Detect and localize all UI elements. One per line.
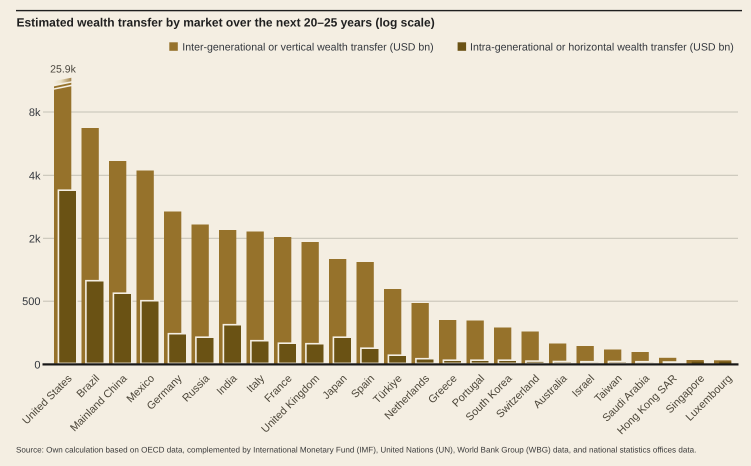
svg-text:25.9k: 25.9k xyxy=(50,63,76,75)
svg-text:Intra-generational or horizont: Intra-generational or horizontal wealth … xyxy=(470,41,734,53)
svg-text:4k: 4k xyxy=(29,170,41,182)
svg-text:500: 500 xyxy=(22,296,40,308)
svg-text:2k: 2k xyxy=(29,233,41,245)
svg-text:Estimated wealth transfer by m: Estimated wealth transfer by market over… xyxy=(17,16,435,30)
svg-text:Source: Own calculation based: Source: Own calculation based on OECD da… xyxy=(16,446,696,455)
svg-text:8k: 8k xyxy=(29,107,41,119)
svg-text:0: 0 xyxy=(34,359,40,371)
svg-text:Inter-generational or vertical: Inter-generational or vertical wealth tr… xyxy=(182,41,433,53)
